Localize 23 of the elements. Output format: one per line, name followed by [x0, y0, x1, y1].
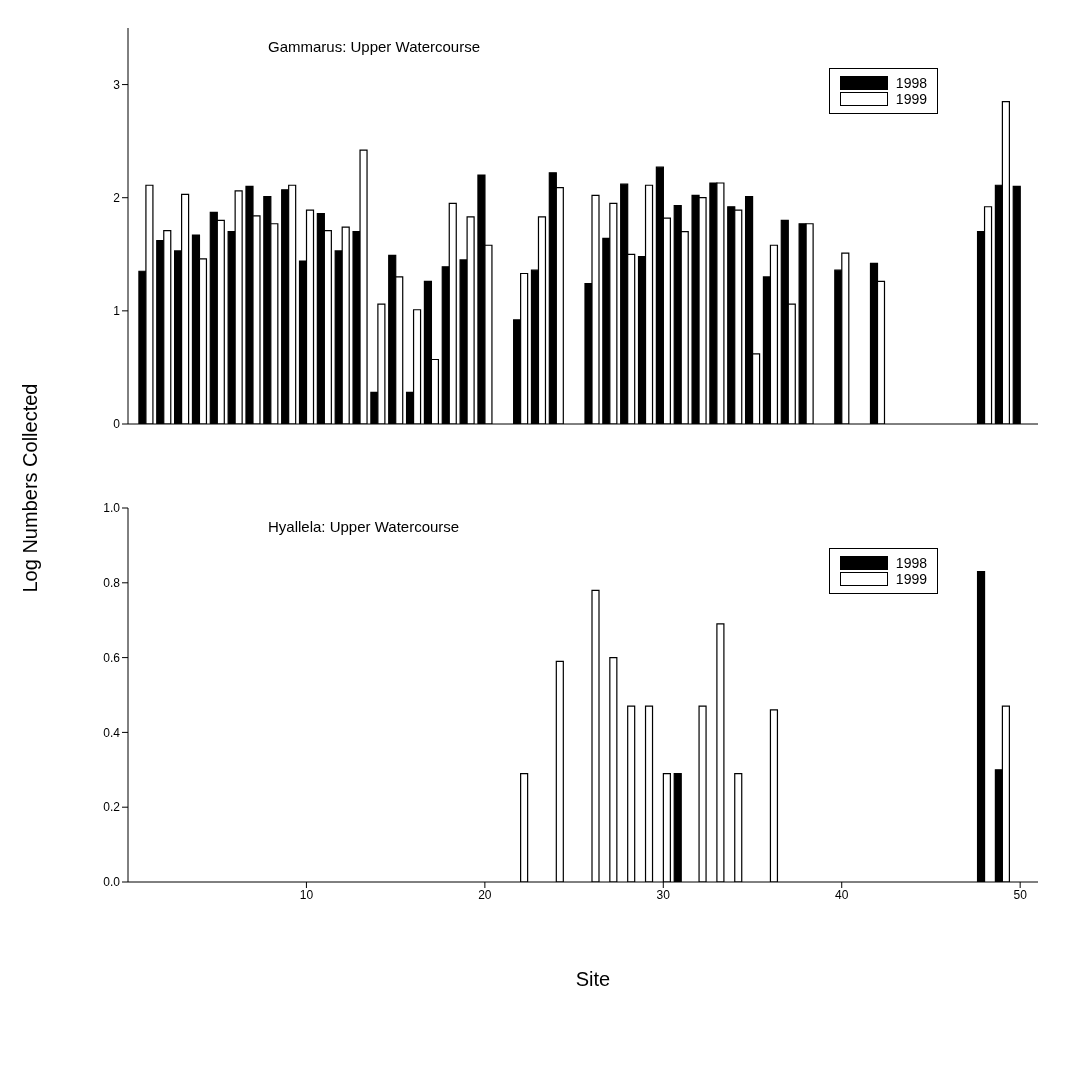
- y-tick-label: 0.2: [103, 800, 121, 815]
- text: Hyallela: Upper Watercourse: [268, 518, 460, 535]
- y-tick-label: 0.6: [103, 650, 121, 665]
- y-tick-label: 1.0: [103, 501, 121, 516]
- y-tick-label: 0.4: [103, 725, 121, 740]
- x-tick-label: 30: [656, 887, 671, 902]
- legend-label: 1998: [895, 75, 927, 91]
- x-axis-title: Site: [574, 968, 612, 991]
- x-tick-label: 40: [835, 887, 849, 902]
- y-tick-label: 0.0: [103, 875, 121, 890]
- legend-label: 1999: [895, 571, 927, 587]
- x-tick-label: 10: [299, 887, 314, 902]
- y-axis-title: Log Numbers Collected: [18, 383, 42, 593]
- x-tick-label: 20: [478, 887, 492, 902]
- legend-label: 1998: [895, 555, 927, 571]
- y-tick-label: 1: [113, 304, 121, 319]
- x-tick-label: 50: [1013, 887, 1028, 902]
- text: Gammarus: Upper Watercourse: [268, 38, 481, 55]
- y-tick-label: 3: [113, 77, 121, 92]
- y-tick-label: 0: [113, 417, 121, 432]
- legend-label: 1999: [895, 91, 927, 107]
- y-tick-label: 2: [113, 190, 121, 205]
- y-tick-label: 0.8: [103, 576, 121, 591]
